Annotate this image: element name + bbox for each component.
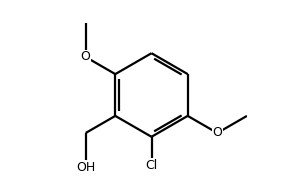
Text: O: O [81,51,91,63]
Text: Cl: Cl [145,159,158,172]
Text: OH: OH [76,161,95,174]
Text: O: O [212,127,222,139]
